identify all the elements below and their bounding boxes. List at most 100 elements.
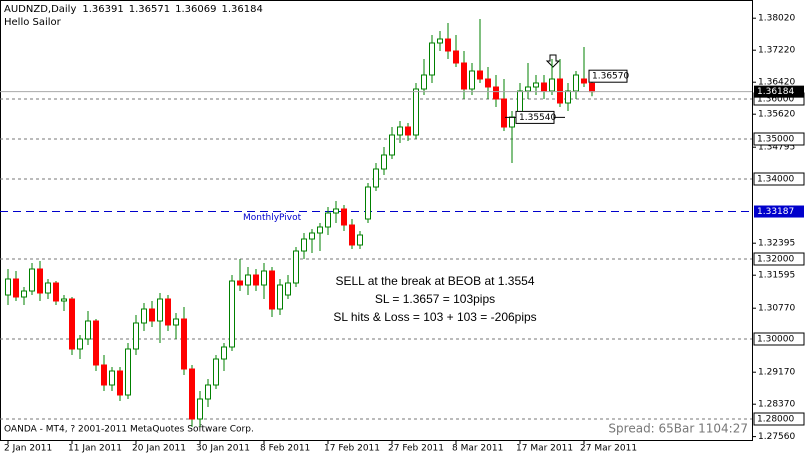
candle-body — [413, 88, 419, 136]
candle-body — [45, 282, 51, 294]
candle-body — [357, 234, 363, 246]
candle-body — [197, 398, 203, 420]
price-label: 1.36570 — [592, 72, 629, 82]
level-label: 1.36000 — [757, 95, 794, 105]
candle-body — [581, 78, 587, 84]
candle-body — [373, 168, 379, 188]
candle-body — [53, 282, 59, 302]
candle-body — [317, 226, 323, 234]
x-tick-label: 27 Feb 2011 — [388, 444, 444, 454]
candle-body — [125, 348, 131, 396]
candle-body — [181, 318, 187, 370]
candle-body — [461, 62, 467, 90]
candle-body — [549, 78, 555, 92]
price-label-box — [588, 69, 628, 83]
price-label-box — [515, 110, 555, 124]
pivot-name: MonthlyPivot — [243, 213, 302, 223]
annotation: SL = 1.3657 = 103pips — [375, 292, 495, 306]
y-tick-label: 1.30770 — [758, 304, 795, 314]
candle-body — [5, 278, 11, 296]
candle-body — [493, 86, 499, 100]
candle-body — [61, 298, 67, 302]
candle-body — [573, 74, 579, 92]
candle-body — [533, 82, 539, 88]
candle-body — [157, 298, 163, 322]
x-tick-label: 2 Jan 2011 — [4, 444, 52, 454]
candle-body — [309, 232, 315, 240]
candle-body — [101, 364, 107, 386]
candle-body — [301, 238, 307, 252]
candle-body — [109, 370, 115, 386]
chart-header: AUDNZD,Daily 1.36391 1.36571 1.36069 1.36184 — [4, 4, 263, 15]
chart-title: AUDNZD,Daily — [4, 4, 76, 15]
candle-body — [389, 134, 395, 156]
x-tick-label: 17 Mar 2011 — [516, 444, 573, 454]
y-tick-label: 1.29170 — [758, 368, 795, 378]
candle-body — [29, 268, 35, 292]
level-label: 1.34000 — [757, 175, 794, 185]
level-box — [753, 252, 805, 266]
candle-body — [117, 370, 123, 396]
current-price-label: 1.36184 — [757, 87, 794, 97]
candle-body — [429, 42, 435, 76]
candle-body — [189, 368, 195, 420]
x-tick-label: 30 Jan 2011 — [196, 444, 250, 454]
low-value: 1.36069 — [175, 4, 216, 15]
candle-body — [589, 82, 595, 93]
candle-body — [365, 186, 371, 220]
pivot-box — [754, 205, 804, 218]
y-tick-label: 1.28370 — [758, 400, 795, 410]
level-box — [753, 412, 805, 426]
candle-body — [77, 338, 83, 350]
candle-body — [285, 282, 291, 296]
candle-body — [133, 322, 139, 350]
candle-body — [405, 126, 411, 136]
y-tick-label: 1.38020 — [758, 14, 795, 24]
level-box — [753, 172, 805, 186]
y-tick-label: 1.36420 — [758, 78, 795, 88]
candle-body — [221, 346, 227, 360]
y-tick-label: 1.35620 — [758, 110, 795, 120]
close-value: 1.36184 — [221, 4, 262, 15]
candle-body — [237, 280, 243, 286]
candle-body — [37, 268, 43, 294]
candle-body — [21, 290, 27, 298]
current-price-box — [754, 85, 804, 98]
candle-body — [333, 208, 339, 214]
y-tick-label: 1.27560 — [758, 432, 795, 442]
annotation: SELL at the break at BEOB at 1.3554 — [335, 274, 534, 288]
level-box — [753, 332, 805, 346]
candle-body — [85, 320, 91, 340]
candle-body — [141, 308, 147, 324]
candle-body — [381, 154, 387, 170]
x-tick-label: 8 Mar 2011 — [452, 444, 503, 454]
candle-body — [293, 250, 299, 284]
y-tick-label: 1.34795 — [758, 143, 795, 153]
candle-body — [477, 70, 483, 80]
candle-body — [261, 270, 267, 286]
candle-body — [525, 86, 531, 92]
candle-body — [509, 116, 515, 128]
candle-body — [165, 298, 171, 326]
level-box — [753, 132, 805, 146]
x-tick-label: 11 Jan 2011 — [68, 444, 122, 454]
candle-body — [205, 384, 211, 400]
open-value: 1.36391 — [82, 4, 123, 15]
x-tick-label: 20 Jan 2011 — [132, 444, 186, 454]
candle-body — [341, 208, 347, 226]
candle-body — [69, 298, 75, 350]
y-tick-label: 1.32395 — [758, 239, 795, 249]
candle-body — [485, 78, 491, 88]
y-tick-label: 1.37220 — [758, 46, 795, 56]
x-tick-label: 17 Feb 2011 — [324, 444, 380, 454]
x-tick-label: 8 Feb 2011 — [260, 444, 310, 454]
high-value: 1.36571 — [129, 4, 170, 15]
candle-body — [541, 82, 547, 92]
x-tick-label: 27 Mar 2011 — [580, 444, 637, 454]
price-label: 1.35540 — [519, 113, 556, 123]
candle-body — [253, 274, 259, 286]
candle-body — [557, 78, 563, 104]
annotation: SL hits & Loss = 103 + 103 = -206pips — [333, 310, 536, 324]
